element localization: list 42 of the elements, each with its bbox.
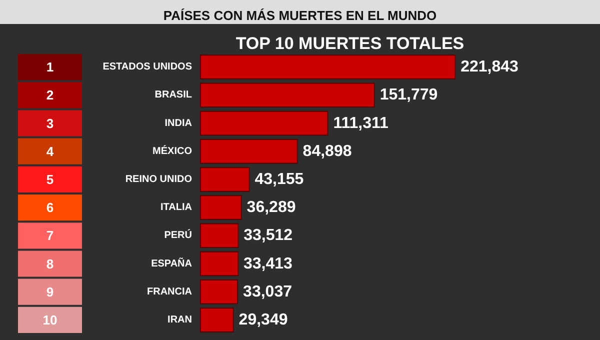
text: 2 — [46, 88, 54, 103]
y-tick-label: PERÚ — [164, 229, 192, 242]
data-label: 151,779 — [380, 86, 438, 104]
y-tick-label: IRAN — [168, 314, 192, 326]
bar — [200, 167, 250, 192]
y-tick-label: ITALIA — [160, 202, 192, 214]
text: 10 — [42, 312, 58, 328]
y-tick-label: ESPAÑA — [151, 257, 192, 270]
text: 1 — [46, 60, 54, 75]
text: 6 — [46, 200, 54, 216]
text: 4 — [46, 144, 54, 159]
bar — [200, 251, 238, 276]
data-label: 33,037 — [243, 283, 292, 300]
text: 9 — [46, 284, 54, 300]
data-label: 33,413 — [243, 255, 293, 272]
bar — [200, 195, 242, 220]
data-label: 43,155 — [254, 170, 304, 188]
data-label: 33,512 — [244, 227, 293, 244]
text: 3 — [46, 116, 54, 131]
data-label: 84,898 — [302, 142, 352, 160]
y-tick-label: ESTADOS UNIDOS — [102, 62, 192, 73]
data-label: 221,843 — [460, 58, 518, 76]
data-label: 36,289 — [246, 199, 296, 216]
data-label: 29,349 — [238, 311, 288, 328]
bar — [200, 138, 298, 164]
bar — [200, 82, 375, 108]
y-tick-label: BRASIL — [154, 90, 192, 101]
y-tick-label: INDIA — [164, 118, 192, 129]
bar — [200, 54, 456, 80]
chart-subtitle: TOP 10 MUERTES TOTALES — [236, 34, 464, 53]
text: 8 — [46, 256, 54, 272]
bar — [200, 223, 239, 248]
chart-title: PAÍSES CON MÁS MUERTES EN EL MUNDO — [163, 8, 437, 23]
y-tick-label: REINO UNIDO — [125, 174, 192, 185]
y-tick-label: MÉXICO — [152, 144, 192, 157]
text: 5 — [46, 172, 54, 187]
bar — [200, 279, 238, 304]
data-label: 111,311 — [333, 114, 389, 132]
bar — [200, 308, 234, 332]
text: 7 — [46, 228, 54, 244]
y-tick-label: FRANCIA — [147, 286, 192, 298]
bar — [200, 110, 328, 136]
